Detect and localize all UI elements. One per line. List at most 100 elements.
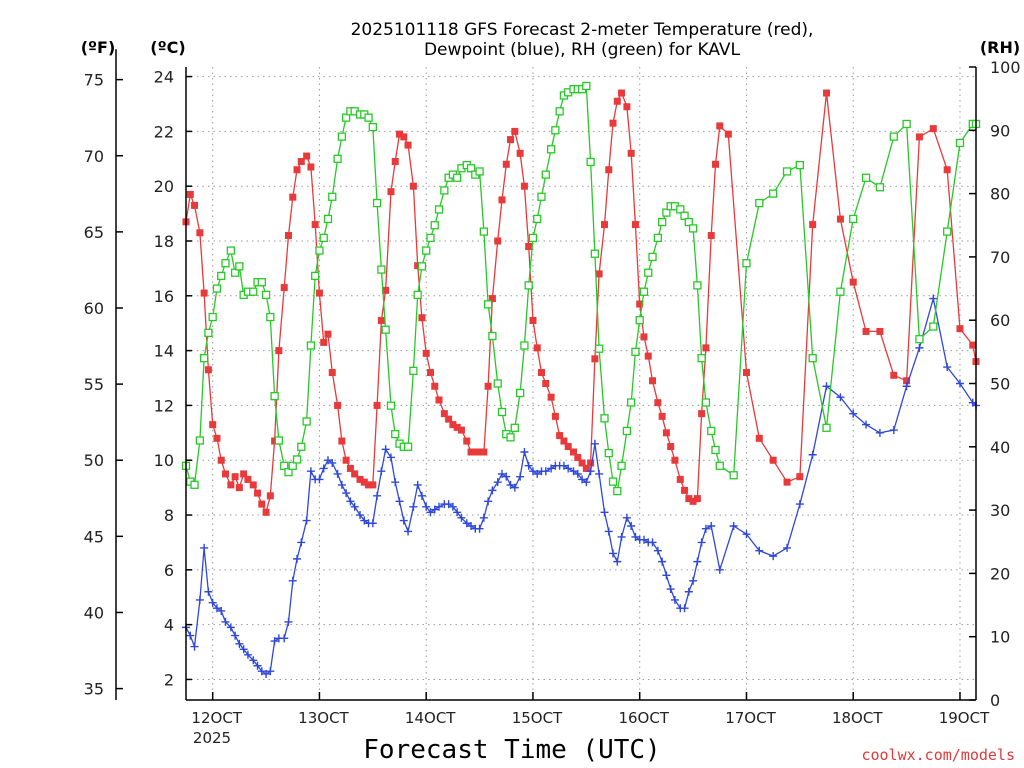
- temperature-point-93: [595, 270, 603, 278]
- relative-humidity-point-97: [613, 486, 622, 496]
- temperature-point-49: [400, 133, 408, 141]
- relative-humidity-point-98: [617, 461, 626, 470]
- relative-humidity-point-52: [413, 290, 422, 300]
- dewpoint-point-4: [200, 543, 209, 552]
- dewpoint-point-120: [729, 521, 738, 530]
- relative-humidity-point-15: [249, 287, 258, 296]
- relative-humidity-point-104: [644, 268, 653, 277]
- temperature-point-100: [627, 149, 635, 157]
- dewpoint-point-103: [639, 535, 648, 544]
- fahrenheit-tick-label-40: 40: [84, 603, 104, 622]
- relative-humidity-point-19: [266, 312, 275, 322]
- dewpoint-point-11: [231, 631, 240, 640]
- relative-humidity-point-55: [426, 233, 435, 243]
- relative-humidity-point-21: [274, 436, 284, 445]
- fahrenheit-tick-label-75: 75: [84, 71, 104, 90]
- temperature-point-80: [538, 369, 545, 377]
- temperature-point-103: [640, 333, 648, 341]
- relative-humidity-point-76: [520, 341, 529, 350]
- relative-humidity-point-7: [212, 284, 222, 293]
- relative-humidity-point-22: [280, 461, 289, 470]
- dewpoint-point-17: [257, 667, 266, 676]
- temperature-point-115: [693, 495, 701, 503]
- relative-humidity-point-2: [190, 480, 199, 489]
- dewpoint-point-22: [280, 634, 289, 643]
- dewpoint-line: [185, 298, 977, 675]
- temperature-point-104: [644, 352, 652, 360]
- year-label: 2025: [193, 729, 231, 747]
- temperature-point-83: [551, 412, 559, 420]
- relative-humidity-point-10: [226, 246, 235, 255]
- relative-humidity-point-95: [604, 448, 613, 458]
- dewpoint-point-1: [186, 631, 195, 640]
- temperature-point-8: [217, 456, 225, 464]
- dewpoint-point-5: [204, 587, 213, 596]
- dewpoint-point-24: [288, 576, 297, 585]
- temperature-point-4: [200, 289, 208, 297]
- relative-humidity-point-78: [528, 233, 538, 243]
- relative-humidity-point-47: [391, 429, 400, 439]
- dewpoint-point-86: [564, 464, 573, 473]
- dewpoint-point-56: [430, 505, 439, 514]
- temperature-point-24: [289, 193, 297, 201]
- rh-axis-unit: (RH): [980, 38, 1020, 57]
- relative-humidity-point-113: [684, 217, 693, 227]
- rh-tick-label-60: 60: [990, 311, 1010, 330]
- temperature-point-111: [676, 475, 684, 483]
- relative-humidity-point-100: [627, 398, 636, 407]
- temperature-point-137: [943, 166, 951, 174]
- fahrenheit-tick-label-55: 55: [84, 375, 104, 394]
- relative-humidity-point-9: [221, 259, 230, 268]
- fahrenheit-tick-label-35: 35: [84, 680, 104, 699]
- temperature-point-118: [707, 232, 715, 240]
- fahrenheit-tick-label-70: 70: [84, 147, 104, 166]
- temperature-point-56: [431, 382, 439, 390]
- dewpoint-point-82: [547, 464, 556, 473]
- dewpoint-point-71: [498, 469, 506, 478]
- relative-humidity-line: [185, 84, 976, 494]
- temperature-point-65: [471, 448, 479, 456]
- relative-humidity-point-32: [323, 214, 333, 224]
- relative-humidity-point-121: [729, 471, 738, 480]
- relative-humidity-point-30: [315, 246, 324, 255]
- dewpoint-point-99: [622, 513, 631, 522]
- relative-humidity-point-77: [524, 281, 533, 290]
- temperature-point-41: [365, 481, 373, 489]
- dewpoint-series: [182, 294, 980, 678]
- dewpoint-point-68: [484, 497, 493, 506]
- temperature-point-37: [346, 464, 354, 472]
- dewpoint-point-107: [658, 557, 667, 566]
- relative-humidity-point-25: [292, 455, 302, 464]
- relative-humidity-point-58: [440, 186, 449, 195]
- dewpoint-point-69: [488, 486, 497, 495]
- relative-humidity-point-64: [466, 164, 476, 173]
- relative-humidity-point-137: [943, 227, 952, 236]
- relative-humidity-point-131: [861, 173, 871, 182]
- temperature-point-75: [516, 149, 524, 157]
- celsius-tick-label-10: 10: [154, 451, 174, 470]
- relative-humidity-point-43: [372, 198, 382, 208]
- relative-humidity-point-67: [479, 227, 489, 236]
- dewpoint-point-10: [226, 623, 235, 632]
- source-credit: coolwx.com/models: [861, 746, 1015, 764]
- celsius-tick-label-22: 22: [154, 122, 174, 141]
- relative-humidity-point-8: [217, 271, 226, 281]
- relative-humidity-point-50: [403, 442, 413, 451]
- relative-humidity-point-133: [889, 132, 898, 141]
- dewpoint-point-48: [395, 497, 404, 506]
- relative-humidity-point-54: [422, 246, 431, 255]
- relative-humidity-point-108: [662, 208, 671, 217]
- dewpoint-point-19: [266, 667, 275, 676]
- rh-tick-label-10: 10: [990, 628, 1010, 647]
- x-tick-label-17oct: 17OCT: [725, 709, 776, 727]
- relative-humidity-point-82: [546, 145, 556, 154]
- rh-tick-label-100: 100: [990, 58, 1021, 77]
- celsius-tick-label-6: 6: [164, 561, 174, 580]
- dewpoint-point-8: [217, 606, 226, 615]
- dewpoint-point-47: [391, 478, 400, 487]
- temperature-point-127: [809, 221, 817, 229]
- relative-humidity-point-91: [586, 157, 595, 167]
- dewpoint-point-30: [315, 475, 324, 484]
- dewpoint-point-128: [836, 393, 845, 402]
- dewpoint-point-101: [631, 532, 640, 541]
